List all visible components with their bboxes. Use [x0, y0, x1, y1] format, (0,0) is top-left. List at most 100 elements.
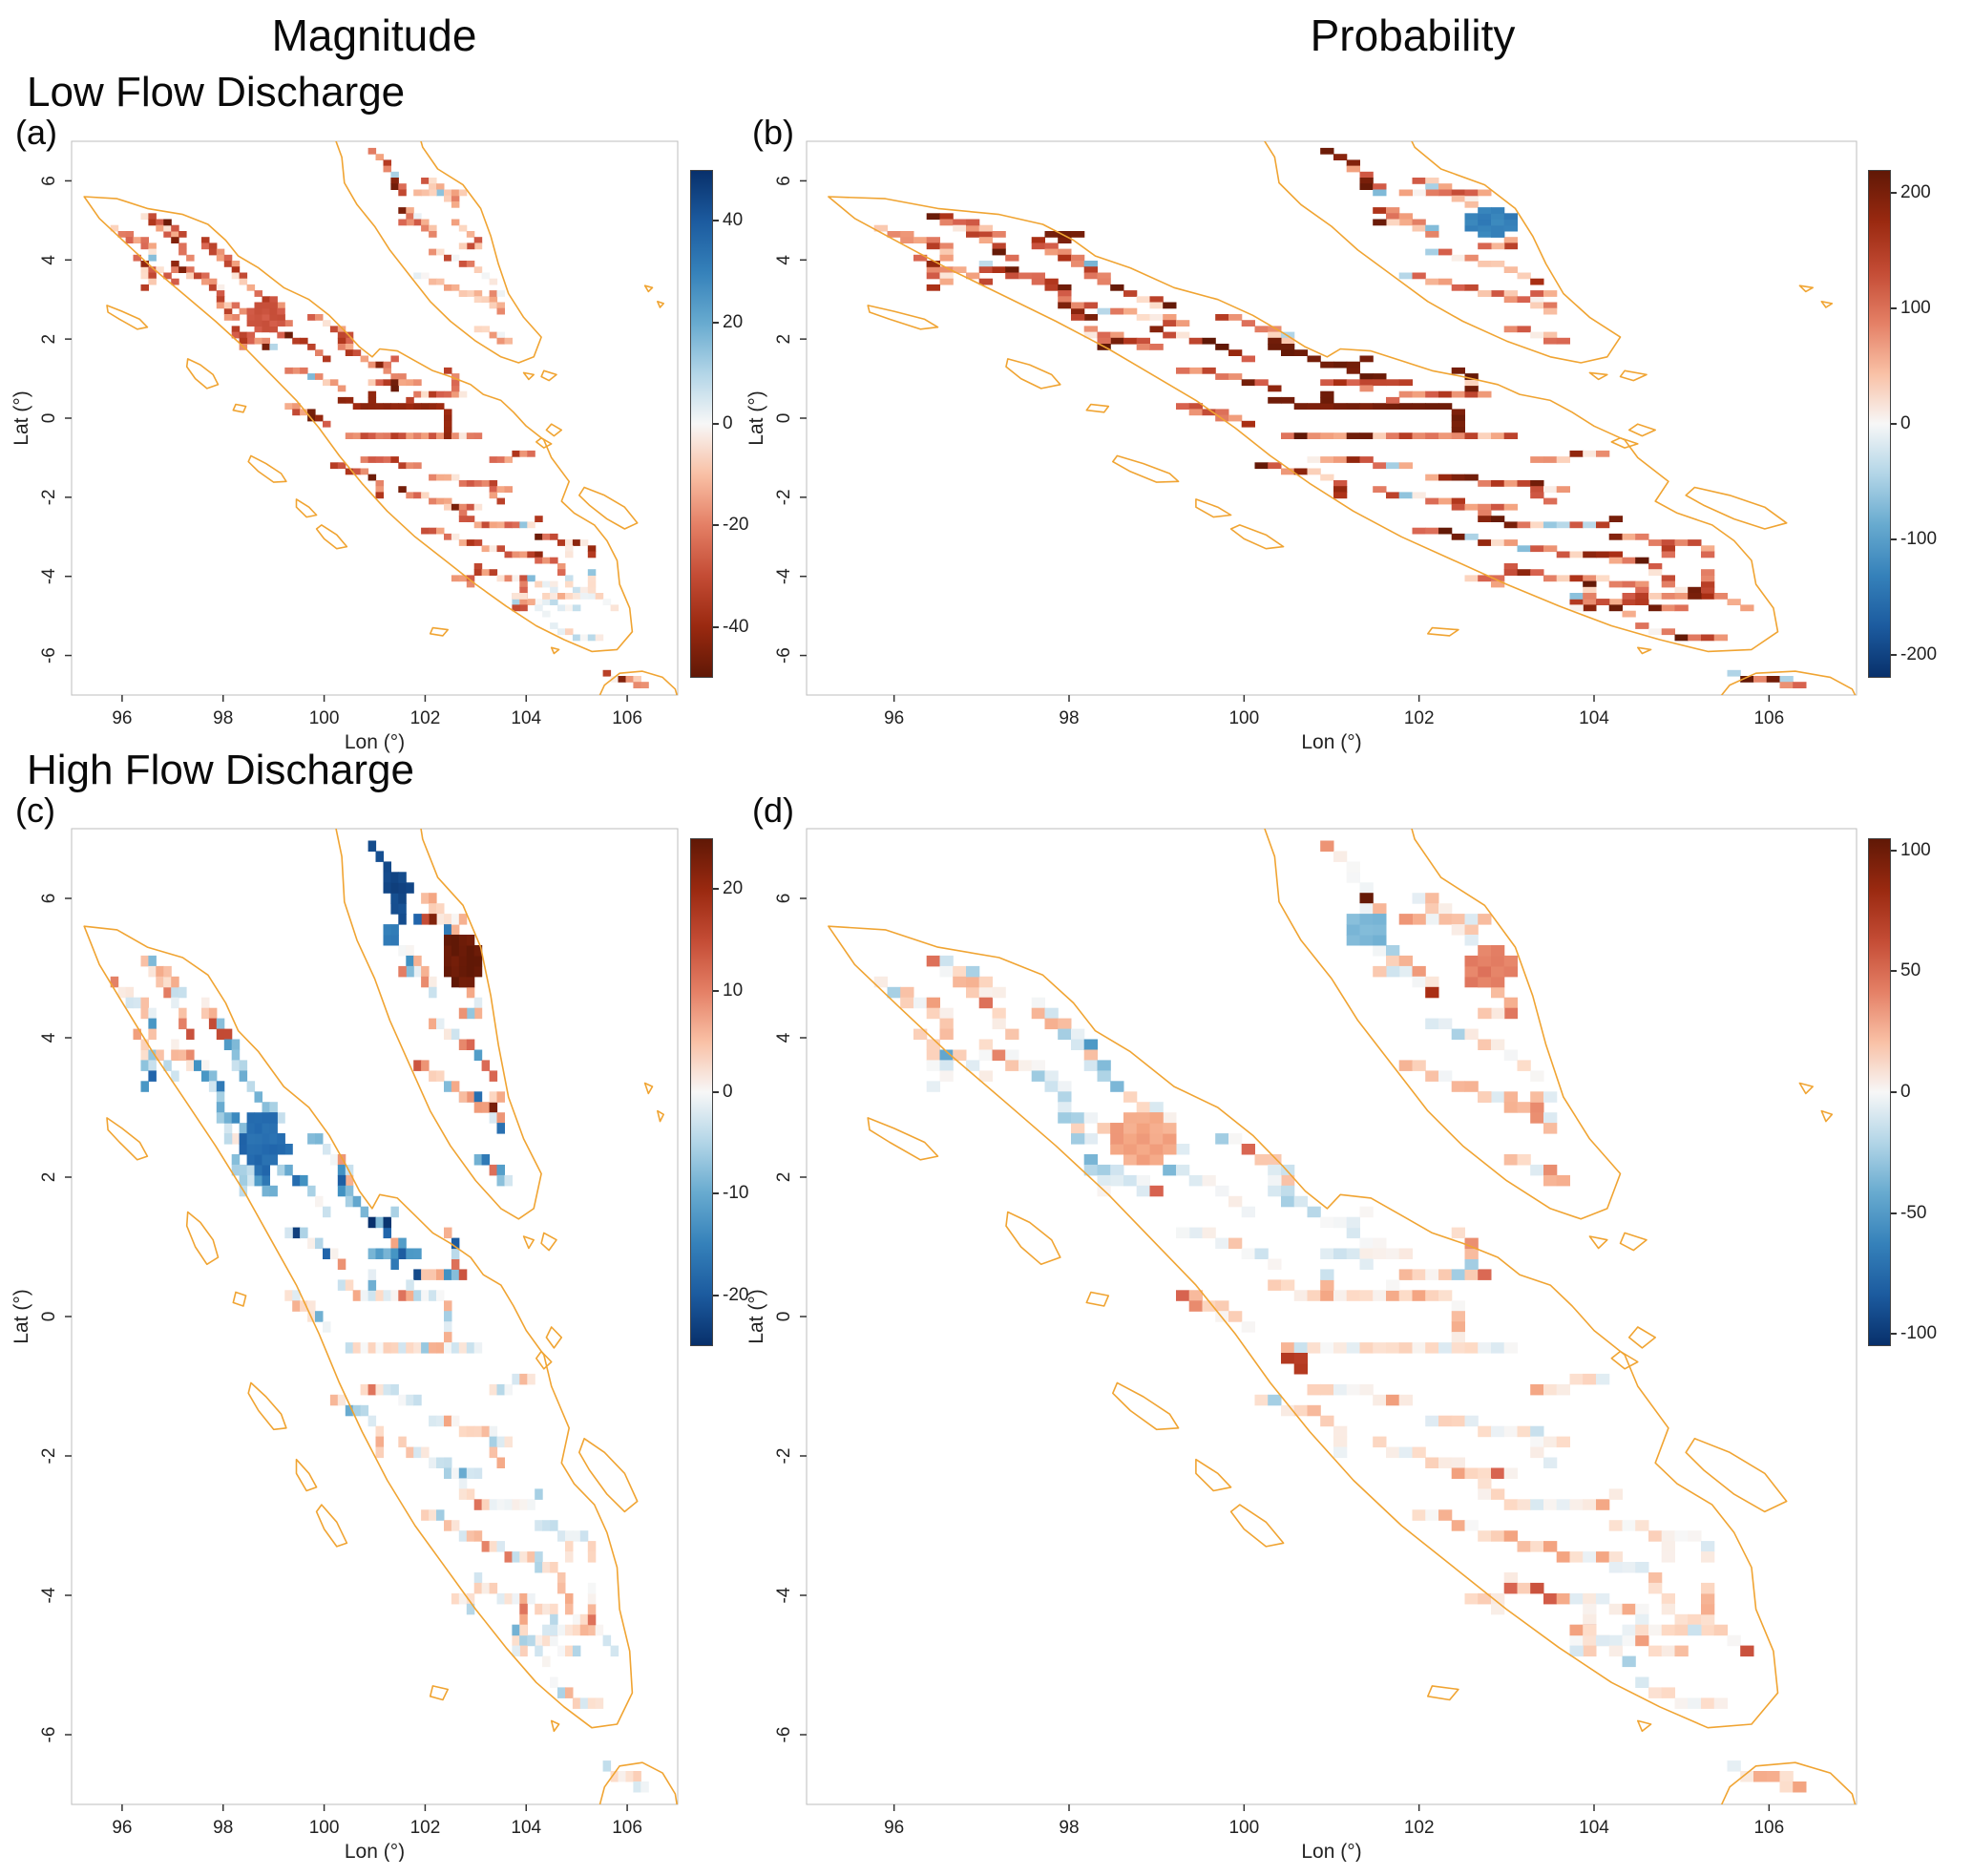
- coastline-malay-peninsula: [335, 829, 542, 1220]
- coastline-siberut: [247, 1381, 287, 1431]
- coastline-tabuan: [1637, 646, 1652, 655]
- y-tick-label: 6: [774, 894, 794, 904]
- colorbar-tick-label: 0: [723, 1082, 733, 1102]
- y-tick-label: -2: [39, 489, 59, 505]
- y-tick-label: -6: [39, 647, 59, 664]
- colorbar-tick-label: 0: [1900, 413, 1911, 433]
- y-tick-label: -4: [39, 568, 59, 584]
- coastline-batu: [1085, 1291, 1110, 1307]
- colorbar-gradient: [690, 838, 713, 1346]
- y-tick-label: 0: [774, 1312, 794, 1322]
- x-axis-title: Lon (°): [1301, 1841, 1361, 1862]
- axes-group: 96 98 100 102 104 106 6 4 2 0 -2 -4 -6 Lon (°) Lat (°): [10, 176, 642, 753]
- coastline-bintan: [540, 369, 557, 382]
- y-tick-label: -6: [774, 1727, 794, 1743]
- coastline-malay-peninsula: [1264, 829, 1622, 1220]
- coastline-lingga: [545, 423, 563, 437]
- coastline-lingga: [545, 1326, 563, 1349]
- coastline-bintan: [540, 1232, 557, 1252]
- x-tick-label: 102: [1404, 708, 1435, 728]
- coastline-tabuan: [550, 1719, 560, 1733]
- colorbar-b: 200 100 0 -100 -200: [1868, 170, 1937, 678]
- y-tick-label: -6: [39, 1727, 59, 1743]
- coastline-sumatra: [828, 925, 1779, 1729]
- coastline-anambas-2: [657, 1109, 664, 1123]
- x-tick-label: 100: [309, 1818, 340, 1838]
- axes-group: 96 98 100 102 104 106 6 4 2 0 -2 -4 -6 Lon (°) Lat (°): [10, 894, 642, 1862]
- coastline-batu: [1085, 403, 1110, 413]
- coastline-sumatra: [83, 925, 634, 1729]
- row-header-high-flow-discharge: High Flow Discharge: [27, 747, 414, 793]
- coastline-pagai: [1229, 1504, 1285, 1548]
- x-tick-label: 104: [511, 708, 541, 728]
- coastline-anambas-2: [1820, 1109, 1834, 1123]
- y-tick-label: 2: [39, 1172, 59, 1183]
- colorbar-tick-label: 0: [1900, 1082, 1911, 1102]
- y-tick-label: 4: [774, 255, 794, 265]
- x-tick-label: 100: [1228, 1818, 1259, 1838]
- x-tick-label: 96: [112, 708, 132, 728]
- coastline-malay-peninsula: [335, 141, 542, 364]
- x-tick-label: 106: [1753, 708, 1784, 728]
- colorbar-tick: [713, 423, 719, 425]
- colorbar-tick: [713, 625, 719, 628]
- coastline-java-west: [1720, 670, 1857, 695]
- coastline-tabuan: [1637, 1719, 1652, 1733]
- colorbar-tick-label: -200: [1900, 643, 1938, 664]
- colorbar-tick-label: -40: [723, 616, 749, 637]
- coastline-siberut: [1112, 1381, 1180, 1431]
- map-panel-b: 96 98 100 102 104 106 6 4 2 0 -2 -4 -6 Lon (°) Lat (°): [745, 124, 1871, 754]
- coastline-simeulue: [106, 1117, 149, 1161]
- colorbar-c: 20 10 0 -10 -20: [690, 838, 748, 1346]
- coastline-anambas-1: [1798, 285, 1814, 293]
- coastline-singkep: [1610, 436, 1639, 449]
- coastlines-group: [828, 829, 1857, 1804]
- x-tick-label: 96: [884, 1818, 904, 1838]
- colorbar-tick-label: 40: [723, 210, 744, 231]
- colorbar-tick: [1891, 653, 1897, 656]
- coastline-simeulue: [867, 305, 939, 330]
- coastline-java-west: [598, 1761, 678, 1804]
- x-tick-label: 98: [1059, 708, 1079, 728]
- colorbar-tick-label: -20: [723, 1284, 749, 1305]
- colorbar-tick: [1891, 1333, 1897, 1336]
- colorbar-tick: [1891, 1091, 1897, 1093]
- x-tick-label: 102: [410, 708, 441, 728]
- map-svg-d: 96 98 100 102 104 106 6 4 2 0 -2 -4 -6 Lon (°) Lat (°): [745, 828, 1858, 1862]
- colorbar-tick: [713, 220, 719, 222]
- colorbar-tick-label: 100: [1900, 839, 1931, 860]
- y-tick-label: 0: [39, 413, 59, 424]
- coastlines-group: [83, 141, 678, 695]
- y-tick-label: -2: [774, 489, 794, 505]
- coastline-nias: [185, 358, 220, 390]
- coastline-bangka: [1685, 1438, 1788, 1513]
- panel-label-a: (a): [15, 113, 57, 152]
- column-header-magnitude: Magnitude: [271, 11, 477, 60]
- river-cells-group: [110, 840, 649, 1793]
- coastline-bangka: [1685, 486, 1788, 530]
- coastline-enggano: [429, 1685, 449, 1701]
- x-axis-title: Lon (°): [345, 1841, 405, 1862]
- y-tick-label: -4: [39, 1587, 59, 1603]
- coastlines-group: [83, 829, 678, 1804]
- colorbar-tick-label: 20: [723, 878, 744, 899]
- coastline-java-west: [598, 670, 678, 695]
- axes-group: 96 98 100 102 104 106 6 4 2 0 -2 -4 -6 Lon (°) Lat (°): [745, 894, 1784, 1862]
- panel-label-c: (c): [15, 790, 55, 830]
- coastline-sumatra: [828, 196, 1779, 653]
- colorbar-tick-label: 50: [1900, 960, 1921, 981]
- y-tick-label: 6: [774, 176, 794, 186]
- colorbar-tick: [1891, 538, 1897, 540]
- colorbar-d: 100 50 0 -50 -100: [1868, 838, 1937, 1346]
- panel-label-b: (b): [752, 113, 794, 152]
- coastline-lingga: [1627, 423, 1656, 437]
- colorbar-tick-label: -20: [723, 515, 749, 536]
- map-panel-d: 96 98 100 102 104 106 6 4 2 0 -2 -4 -6 Lon (°) Lat (°): [745, 812, 1871, 1862]
- coastline-enggano: [1427, 1685, 1459, 1701]
- map-group: [828, 141, 1857, 695]
- x-axis-title: Lon (°): [1301, 731, 1361, 753]
- x-tick-label: 102: [410, 1818, 441, 1838]
- x-tick-label: 106: [612, 1818, 642, 1838]
- y-tick-label: -2: [39, 1448, 59, 1465]
- y-tick-label: -4: [774, 1587, 794, 1603]
